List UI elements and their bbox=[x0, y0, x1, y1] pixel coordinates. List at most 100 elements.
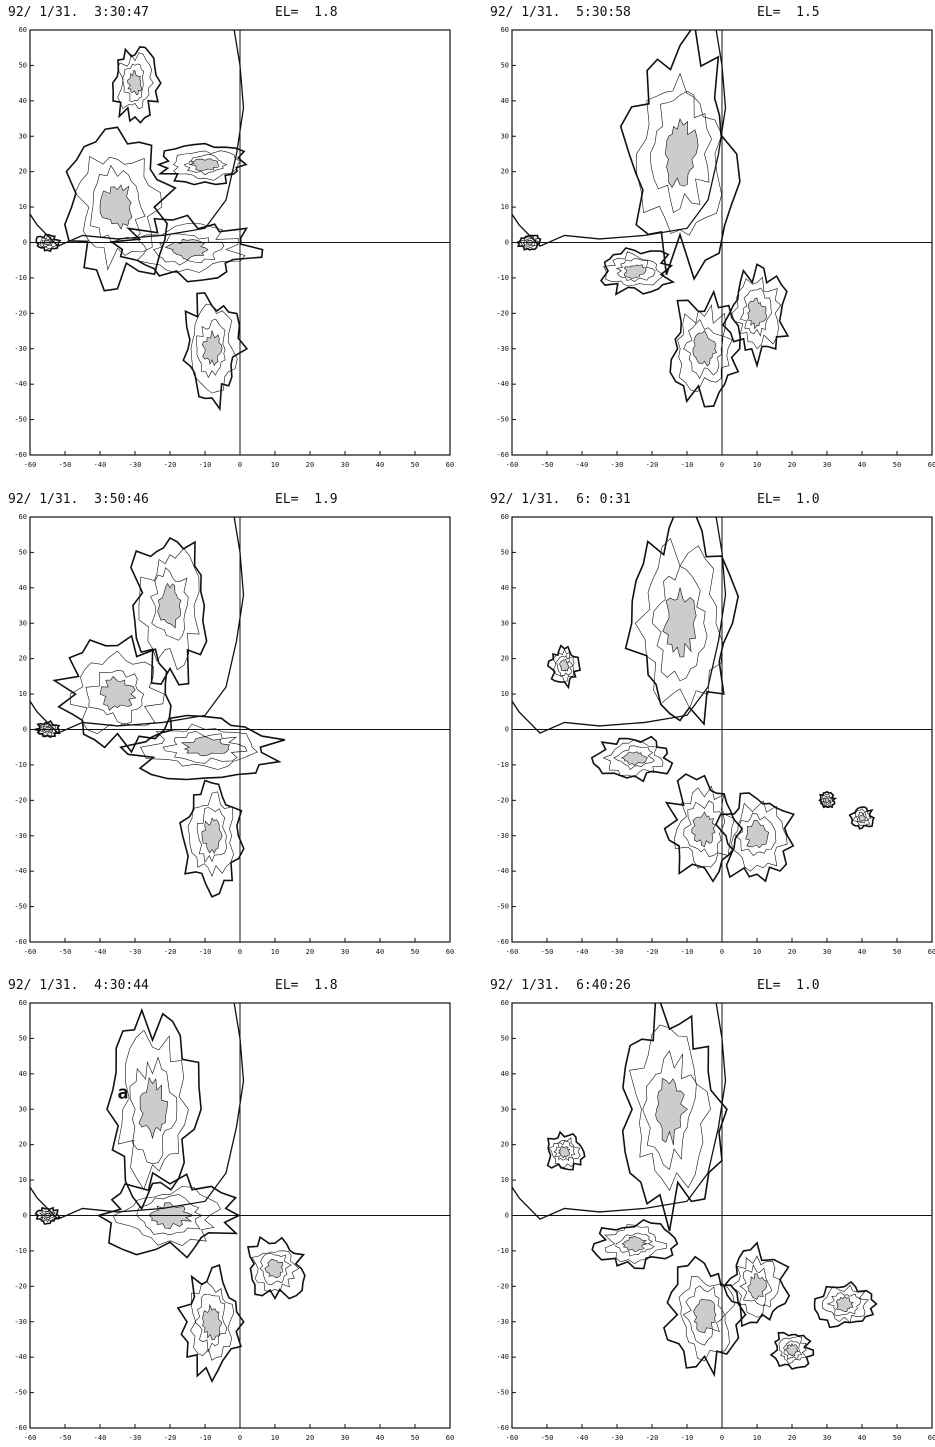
echo-contour bbox=[117, 1029, 189, 1191]
y-tick-label: 10 bbox=[501, 1176, 509, 1184]
echo-contour bbox=[259, 1252, 292, 1286]
echo-contour bbox=[677, 304, 733, 393]
y-tick-label: -30 bbox=[496, 1318, 509, 1326]
echo-contour bbox=[848, 806, 875, 830]
y-tick-label: -40 bbox=[496, 1353, 509, 1361]
coastline bbox=[30, 517, 245, 734]
y-tick-label: 60 bbox=[19, 26, 27, 34]
y-tick-label: -60 bbox=[496, 1424, 509, 1432]
panel: 92/ 1/31. 5:30:58 EL= 1.5 -60 -50 -40 -30 -20 -… bbox=[490, 5, 935, 469]
echo-contour bbox=[187, 791, 234, 877]
x-tick-label: 10 bbox=[753, 1434, 761, 1442]
echo-contour bbox=[636, 72, 723, 236]
echo-contour bbox=[813, 1280, 878, 1329]
echo-contour bbox=[202, 1303, 222, 1341]
echo-contour bbox=[602, 739, 664, 778]
y-tick-label: -50 bbox=[14, 903, 27, 911]
panel-title: 92/ 1/31. 6:40:26 bbox=[490, 978, 631, 993]
echo-contour bbox=[194, 1293, 228, 1353]
x-tick-label: -10 bbox=[199, 1434, 212, 1442]
y-tick-label: 20 bbox=[19, 655, 27, 663]
echo-contour bbox=[621, 1003, 728, 1232]
echo-contour bbox=[152, 233, 225, 266]
echo-contour bbox=[855, 811, 868, 824]
echo-contour bbox=[109, 214, 264, 283]
echo-contour bbox=[604, 1224, 668, 1265]
echo-contour bbox=[190, 303, 238, 394]
y-tick-label: 50 bbox=[501, 61, 509, 69]
echo-contour bbox=[559, 659, 570, 672]
y-tick-label: 50 bbox=[501, 548, 509, 556]
echo-contour bbox=[769, 1331, 815, 1370]
y-tick-label: 40 bbox=[501, 584, 509, 592]
y-tick-label: -10 bbox=[496, 274, 509, 282]
echo-contour bbox=[201, 817, 223, 854]
echo-contour bbox=[591, 1218, 679, 1270]
echoes bbox=[516, 30, 790, 408]
y-tick-label: -60 bbox=[496, 938, 509, 946]
y-tick-label: 50 bbox=[19, 548, 27, 556]
x-tick-label: -60 bbox=[24, 461, 37, 469]
echo-contour bbox=[649, 90, 712, 213]
echo-contour bbox=[651, 565, 708, 682]
y-tick-label: 10 bbox=[501, 203, 509, 211]
y-tick-label: -10 bbox=[496, 1247, 509, 1255]
y-tick-label: -10 bbox=[14, 1247, 27, 1255]
y-tick-label: -60 bbox=[14, 1424, 27, 1432]
x-tick-label: 10 bbox=[271, 461, 279, 469]
x-tick-label: -30 bbox=[129, 461, 142, 469]
echo-contour bbox=[739, 287, 772, 337]
echo-contour bbox=[723, 1241, 791, 1328]
echo-contour bbox=[629, 1024, 711, 1192]
echo-contour bbox=[820, 794, 834, 807]
panel-title: 92/ 1/31. 3:50:46 bbox=[8, 492, 149, 507]
x-tick-label: 50 bbox=[893, 1434, 901, 1442]
echo-contour bbox=[264, 1258, 284, 1279]
x-tick-label: 50 bbox=[411, 1434, 419, 1442]
echo-contour bbox=[691, 811, 716, 848]
echoes bbox=[546, 1003, 878, 1378]
echo-contour bbox=[195, 318, 226, 379]
x-tick-label: 50 bbox=[893, 461, 901, 469]
echo-contour bbox=[201, 329, 223, 367]
y-tick-label: -40 bbox=[14, 380, 27, 388]
x-tick-label: -30 bbox=[129, 1434, 142, 1442]
echo-contour bbox=[85, 669, 145, 725]
y-tick-label: -10 bbox=[14, 761, 27, 769]
y-tick-label: 0 bbox=[505, 1212, 509, 1220]
y-tick-label: -20 bbox=[14, 309, 27, 317]
x-tick-label: -30 bbox=[611, 1434, 624, 1442]
x-tick-label: 30 bbox=[823, 948, 831, 956]
y-tick-label: 30 bbox=[501, 132, 509, 140]
echo-contour bbox=[619, 30, 741, 281]
x-tick-label: 60 bbox=[928, 948, 935, 956]
x-tick-label: 0 bbox=[720, 461, 724, 469]
panel-elevation: EL= 1.9 bbox=[275, 492, 338, 507]
y-tick-label: 20 bbox=[501, 168, 509, 176]
echo-contour bbox=[157, 582, 182, 629]
echo-contour bbox=[615, 1232, 655, 1257]
x-tick-label: -40 bbox=[576, 461, 589, 469]
echo-contour bbox=[616, 258, 656, 282]
x-tick-label: -10 bbox=[199, 461, 212, 469]
echo-contour bbox=[548, 1137, 581, 1168]
y-tick-label: 30 bbox=[19, 619, 27, 627]
echo-contour bbox=[731, 800, 788, 872]
x-tick-label: 0 bbox=[238, 948, 242, 956]
y-tick-label: -30 bbox=[14, 345, 27, 353]
x-tick-label: 30 bbox=[341, 1434, 349, 1442]
y-tick-label: 40 bbox=[501, 97, 509, 105]
echo-contour bbox=[734, 812, 777, 857]
panel: 92/ 1/31. 3:30:47 EL= 1.8 -60 -50 -40 -30 -20 -… bbox=[8, 5, 454, 469]
panel: 92/ 1/31. 4:30:44 EL= 1.8 -60 -50 -40 -30 -20 -… bbox=[8, 978, 454, 1442]
x-tick-label: 40 bbox=[858, 461, 866, 469]
y-tick-label: 0 bbox=[23, 726, 27, 734]
y-tick-label: 50 bbox=[19, 1034, 27, 1042]
echo-contour bbox=[730, 1255, 781, 1318]
echoes bbox=[34, 1007, 306, 1384]
panel-elevation: EL= 1.5 bbox=[757, 5, 820, 20]
panel-elevation: EL= 1.8 bbox=[275, 5, 338, 20]
x-tick-label: 50 bbox=[411, 461, 419, 469]
y-tick-label: 60 bbox=[501, 26, 509, 34]
y-tick-label: 20 bbox=[19, 168, 27, 176]
